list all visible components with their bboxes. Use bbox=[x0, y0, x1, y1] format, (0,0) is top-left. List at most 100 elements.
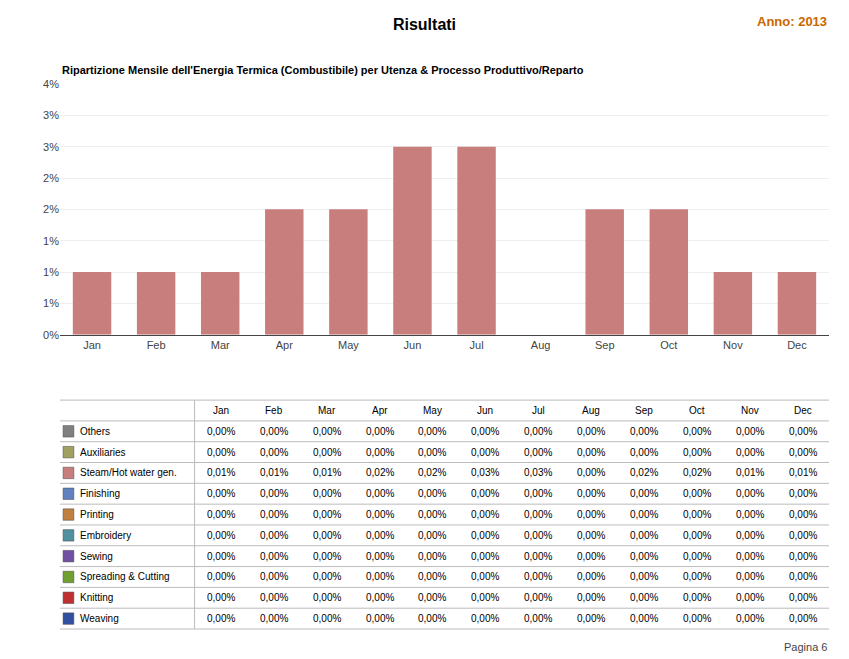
svg-text:0,00%: 0,00% bbox=[736, 592, 764, 603]
svg-text:0,00%: 0,00% bbox=[789, 488, 817, 499]
svg-text:0,00%: 0,00% bbox=[260, 509, 288, 520]
svg-text:0,00%: 0,00% bbox=[524, 613, 552, 624]
svg-text:0,03%: 0,03% bbox=[524, 467, 552, 478]
svg-text:3%: 3% bbox=[43, 109, 59, 121]
svg-text:0,00%: 0,00% bbox=[207, 426, 235, 437]
svg-text:0,00%: 0,00% bbox=[313, 509, 341, 520]
svg-text:0,00%: 0,00% bbox=[313, 613, 341, 624]
svg-text:0,00%: 0,00% bbox=[683, 530, 711, 541]
svg-text:Ripartizione Mensile dell'Ener: Ripartizione Mensile dell'Energia Termic… bbox=[62, 64, 584, 76]
svg-text:May: May bbox=[423, 405, 442, 416]
svg-text:0,00%: 0,00% bbox=[313, 426, 341, 437]
svg-text:0,00%: 0,00% bbox=[366, 551, 394, 562]
svg-text:0,00%: 0,00% bbox=[366, 488, 394, 499]
svg-text:0,00%: 0,00% bbox=[789, 530, 817, 541]
svg-text:Nov: Nov bbox=[723, 339, 743, 351]
svg-text:0,00%: 0,00% bbox=[683, 613, 711, 624]
svg-text:Spreading & Cutting: Spreading & Cutting bbox=[80, 571, 170, 582]
svg-text:0,02%: 0,02% bbox=[630, 467, 658, 478]
svg-text:0,00%: 0,00% bbox=[471, 613, 499, 624]
svg-text:0,00%: 0,00% bbox=[736, 613, 764, 624]
svg-text:0,00%: 0,00% bbox=[789, 509, 817, 520]
svg-text:0,00%: 0,00% bbox=[313, 530, 341, 541]
svg-text:0,00%: 0,00% bbox=[630, 613, 658, 624]
svg-text:0,00%: 0,00% bbox=[207, 571, 235, 582]
svg-text:0,02%: 0,02% bbox=[418, 467, 446, 478]
svg-text:Knitting: Knitting bbox=[80, 592, 113, 603]
svg-text:Weaving: Weaving bbox=[80, 613, 119, 624]
svg-text:1%: 1% bbox=[43, 235, 59, 247]
svg-text:0,00%: 0,00% bbox=[207, 488, 235, 499]
svg-text:0,00%: 0,00% bbox=[313, 447, 341, 458]
svg-text:0,00%: 0,00% bbox=[313, 592, 341, 603]
svg-text:Mar: Mar bbox=[318, 405, 336, 416]
svg-text:0,00%: 0,00% bbox=[207, 592, 235, 603]
svg-text:Oct: Oct bbox=[689, 405, 705, 416]
svg-text:0,00%: 0,00% bbox=[736, 551, 764, 562]
svg-text:0,00%: 0,00% bbox=[418, 426, 446, 437]
svg-text:0,02%: 0,02% bbox=[366, 467, 394, 478]
svg-text:0,01%: 0,01% bbox=[260, 467, 288, 478]
svg-text:0,00%: 0,00% bbox=[789, 592, 817, 603]
svg-text:Sewing: Sewing bbox=[80, 551, 113, 562]
svg-text:0,00%: 0,00% bbox=[577, 467, 605, 478]
svg-text:0,00%: 0,00% bbox=[524, 592, 552, 603]
svg-text:0,00%: 0,00% bbox=[207, 509, 235, 520]
svg-text:0%: 0% bbox=[43, 329, 59, 341]
svg-text:0,00%: 0,00% bbox=[630, 447, 658, 458]
svg-text:0,00%: 0,00% bbox=[471, 571, 499, 582]
svg-text:0,00%: 0,00% bbox=[577, 509, 605, 520]
svg-text:0,00%: 0,00% bbox=[683, 551, 711, 562]
svg-text:0,00%: 0,00% bbox=[683, 509, 711, 520]
svg-text:Dec: Dec bbox=[787, 339, 807, 351]
svg-text:Jan: Jan bbox=[83, 339, 101, 351]
svg-text:0,00%: 0,00% bbox=[789, 571, 817, 582]
svg-text:0,00%: 0,00% bbox=[471, 530, 499, 541]
svg-text:0,00%: 0,00% bbox=[313, 571, 341, 582]
svg-text:0,00%: 0,00% bbox=[577, 447, 605, 458]
svg-text:0,01%: 0,01% bbox=[736, 467, 764, 478]
svg-text:Apr: Apr bbox=[372, 405, 388, 416]
svg-text:Aug: Aug bbox=[582, 405, 600, 416]
svg-text:0,00%: 0,00% bbox=[577, 488, 605, 499]
svg-text:0,00%: 0,00% bbox=[736, 447, 764, 458]
svg-text:0,00%: 0,00% bbox=[524, 509, 552, 520]
svg-text:0,02%: 0,02% bbox=[683, 467, 711, 478]
svg-text:Jun: Jun bbox=[404, 339, 422, 351]
svg-text:0,00%: 0,00% bbox=[524, 571, 552, 582]
svg-text:Anno: 2013: Anno: 2013 bbox=[757, 14, 827, 29]
svg-text:Jan: Jan bbox=[213, 405, 229, 416]
svg-text:0,01%: 0,01% bbox=[313, 467, 341, 478]
svg-text:0,00%: 0,00% bbox=[260, 530, 288, 541]
svg-text:0,00%: 0,00% bbox=[524, 426, 552, 437]
svg-text:Printing: Printing bbox=[80, 509, 114, 520]
svg-text:0,00%: 0,00% bbox=[789, 426, 817, 437]
svg-text:0,00%: 0,00% bbox=[207, 551, 235, 562]
svg-text:Sep: Sep bbox=[595, 339, 615, 351]
svg-text:0,00%: 0,00% bbox=[207, 447, 235, 458]
svg-text:Embroidery: Embroidery bbox=[80, 530, 131, 541]
svg-text:3%: 3% bbox=[43, 141, 59, 153]
svg-text:0,00%: 0,00% bbox=[260, 571, 288, 582]
svg-text:0,00%: 0,00% bbox=[683, 426, 711, 437]
svg-text:0,00%: 0,00% bbox=[577, 592, 605, 603]
svg-text:Finishing: Finishing bbox=[80, 488, 120, 499]
svg-text:0,00%: 0,00% bbox=[630, 509, 658, 520]
svg-text:0,00%: 0,00% bbox=[313, 488, 341, 499]
svg-text:0,00%: 0,00% bbox=[260, 447, 288, 458]
svg-text:0,00%: 0,00% bbox=[683, 592, 711, 603]
svg-text:0,00%: 0,00% bbox=[630, 488, 658, 499]
svg-text:0,00%: 0,00% bbox=[418, 509, 446, 520]
svg-text:Feb: Feb bbox=[265, 405, 283, 416]
svg-text:0,00%: 0,00% bbox=[630, 426, 658, 437]
svg-text:0,00%: 0,00% bbox=[366, 509, 394, 520]
svg-text:0,00%: 0,00% bbox=[683, 447, 711, 458]
svg-text:0,00%: 0,00% bbox=[524, 447, 552, 458]
svg-text:0,00%: 0,00% bbox=[471, 592, 499, 603]
svg-text:Jun: Jun bbox=[477, 405, 493, 416]
svg-text:Dec: Dec bbox=[794, 405, 812, 416]
svg-text:0,00%: 0,00% bbox=[683, 571, 711, 582]
svg-text:Pagina 6: Pagina 6 bbox=[784, 641, 827, 653]
svg-text:Nov: Nov bbox=[741, 405, 759, 416]
svg-text:Jul: Jul bbox=[470, 339, 484, 351]
